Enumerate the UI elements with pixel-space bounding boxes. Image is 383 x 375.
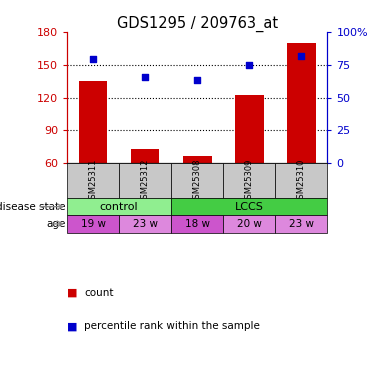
Bar <box>275 163 327 198</box>
Text: GSM25310: GSM25310 <box>297 159 306 204</box>
Bar <box>223 163 275 198</box>
Text: 23 w: 23 w <box>289 219 314 229</box>
Text: ■: ■ <box>67 288 81 297</box>
Bar <box>171 163 223 198</box>
Bar <box>131 149 159 163</box>
Bar <box>79 81 107 163</box>
Bar <box>183 156 211 163</box>
Bar <box>287 43 316 163</box>
Text: 20 w: 20 w <box>237 219 262 229</box>
Text: count: count <box>84 288 114 297</box>
Bar <box>67 163 119 198</box>
Text: percentile rank within the sample: percentile rank within the sample <box>84 321 260 331</box>
Bar <box>119 163 171 198</box>
Text: GSM25311: GSM25311 <box>88 159 98 204</box>
Text: ■: ■ <box>67 321 81 331</box>
Point <box>90 57 96 63</box>
Text: GSM25312: GSM25312 <box>141 159 150 204</box>
Text: disease state: disease state <box>0 202 66 211</box>
Bar <box>223 215 275 232</box>
Text: 23 w: 23 w <box>133 219 158 229</box>
Bar <box>67 215 119 232</box>
Text: GSM25309: GSM25309 <box>245 159 254 204</box>
Bar <box>275 215 327 232</box>
Point <box>246 62 252 68</box>
Bar <box>171 215 223 232</box>
Point <box>298 53 304 58</box>
Text: control: control <box>100 202 138 211</box>
Point <box>142 74 148 80</box>
Text: age: age <box>47 219 66 229</box>
Text: GSM25308: GSM25308 <box>193 159 202 204</box>
Bar <box>67 198 171 215</box>
Text: LCCS: LCCS <box>235 202 264 211</box>
Bar <box>235 95 264 163</box>
Title: GDS1295 / 209763_at: GDS1295 / 209763_at <box>117 16 278 32</box>
Bar <box>119 215 171 232</box>
Text: 19 w: 19 w <box>80 219 106 229</box>
Point <box>194 78 200 84</box>
Bar <box>171 198 327 215</box>
Text: 18 w: 18 w <box>185 219 210 229</box>
